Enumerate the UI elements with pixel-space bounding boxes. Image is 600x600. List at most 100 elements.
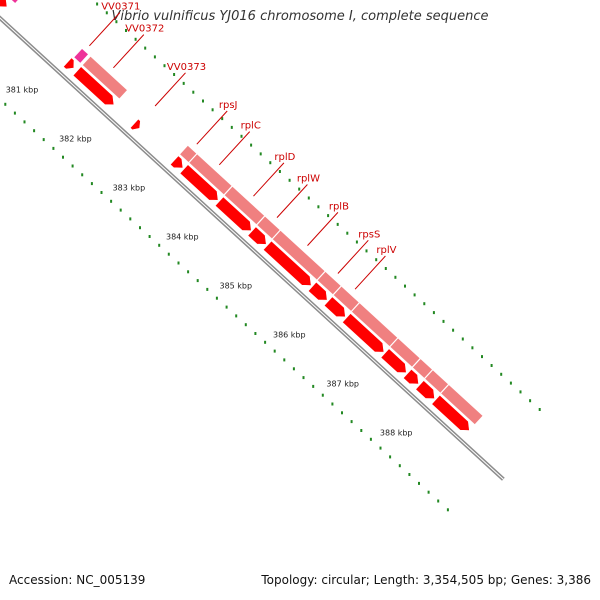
gc-skew-outer-mark xyxy=(336,222,339,226)
gc-skew-outer-mark xyxy=(288,178,291,182)
gene-separator xyxy=(188,153,198,164)
gc-skew-outer-mark xyxy=(250,143,253,147)
gc-skew-outer-mark xyxy=(221,117,224,121)
gc-skew-outer-mark xyxy=(230,125,233,129)
gc-skew-inner-mark xyxy=(408,473,411,476)
gc-skew-inner-mark xyxy=(13,111,16,115)
gc-skew-outer-mark xyxy=(211,108,214,112)
gc-skew-outer-mark xyxy=(538,408,541,411)
tick-label: 387 kbp xyxy=(326,379,359,388)
gc-skew-inner-mark xyxy=(167,252,170,256)
gc-skew-outer-mark xyxy=(278,170,281,173)
gc-skew-outer-mark xyxy=(394,275,397,279)
cds-vv0371 xyxy=(62,57,75,70)
gc-skew-track xyxy=(4,2,541,512)
cds-rpsJ xyxy=(169,155,184,169)
gc-skew-inner-mark xyxy=(33,129,36,133)
gene-label-leader xyxy=(113,34,145,69)
gc-skew-inner-mark xyxy=(398,464,401,468)
gene-label-rplW: rplW xyxy=(297,174,320,185)
tick-label: 385 kbp xyxy=(219,281,252,290)
tick-label: 388 kbp xyxy=(380,428,413,437)
gc-skew-outer-mark xyxy=(500,372,503,376)
gene-label-rplV: rplV xyxy=(376,245,396,256)
map-title: Vibrio vulnificus YJ016 chromosome I, co… xyxy=(111,9,489,24)
gene-separator xyxy=(424,369,434,379)
gene-label-rplB: rplB xyxy=(329,201,349,212)
gene-label-rplD: rplD xyxy=(274,152,295,163)
gc-skew-outer-mark xyxy=(365,249,368,253)
other-feature-vv0372 xyxy=(73,48,89,64)
gc-skew-inner-mark xyxy=(177,261,180,265)
gc-skew-outer-mark xyxy=(307,196,310,200)
gene-separator xyxy=(350,302,360,312)
gc-skew-inner-mark xyxy=(23,120,26,124)
gc-skew-inner-mark xyxy=(264,340,267,344)
tick-label: 384 kbp xyxy=(166,232,199,241)
gene-separator xyxy=(316,270,326,281)
gc-skew-outer-mark xyxy=(144,46,147,50)
gc-skew-outer-mark xyxy=(317,205,320,209)
gc-skew-outer-mark xyxy=(384,267,387,270)
summary-text: Topology: circular; Length: 3,354,505 bp… xyxy=(261,573,591,587)
gc-skew-outer-mark xyxy=(202,99,204,103)
cds-vv0373 xyxy=(129,118,141,131)
gc-skew-outer-mark xyxy=(346,231,349,235)
gc-skew-outer-mark xyxy=(96,2,99,6)
gene-label-leader xyxy=(276,184,308,218)
gene-label-VV0373: VV0373 xyxy=(167,62,206,73)
cds-next xyxy=(431,394,470,431)
gc-skew-inner-mark xyxy=(446,508,449,512)
gc-skew-inner-mark xyxy=(158,243,161,247)
gc-skew-outer-mark xyxy=(269,161,272,165)
tick-track: 381 kbp 382 kbp 383 kbp 384 kbp 385 kbp 386 k… xyxy=(6,86,413,438)
gene-label-VV0372: VV0372 xyxy=(125,24,164,35)
gene-s10-operon xyxy=(179,144,484,426)
gc-skew-inner-mark xyxy=(389,455,392,459)
gc-skew-inner-mark xyxy=(292,367,295,371)
cds-rplW xyxy=(247,226,267,245)
gc-skew-inner-mark xyxy=(427,490,430,494)
gc-skew-inner-mark xyxy=(110,199,113,203)
cds-rpmC xyxy=(402,368,419,385)
gc-skew-outer-mark xyxy=(404,284,406,288)
gc-skew-outer-mark xyxy=(529,399,532,403)
gc-skew-inner-mark xyxy=(52,146,55,150)
gc-skew-inner-mark xyxy=(139,226,141,230)
gc-skew-inner-mark xyxy=(4,102,7,106)
gc-skew-outer-mark xyxy=(461,337,464,341)
gene-label-leader xyxy=(253,162,285,197)
gene-label-leader xyxy=(154,72,186,107)
gc-skew-outer-mark xyxy=(173,73,176,76)
gc-skew-inner-mark xyxy=(302,376,305,380)
gc-skew-outer-mark xyxy=(192,90,195,94)
gc-skew-inner-mark xyxy=(244,323,247,327)
backbone-highlight xyxy=(0,0,503,479)
gc-skew-inner-mark xyxy=(62,155,64,159)
gc-skew-outer-mark xyxy=(452,328,455,332)
gc-skew-outer-mark xyxy=(115,20,118,24)
feature-track xyxy=(0,0,484,431)
gc-skew-inner-mark xyxy=(215,296,218,300)
gene-label-leader xyxy=(196,110,228,145)
gene-separator xyxy=(332,285,342,296)
gc-skew-inner-mark xyxy=(129,217,132,221)
gc-skew-inner-mark xyxy=(187,270,190,274)
gc-skew-inner-mark xyxy=(331,402,334,406)
tick-label: 386 kbp xyxy=(273,330,306,339)
cds-left xyxy=(0,0,8,8)
gc-skew-inner-mark xyxy=(360,429,363,432)
gc-skew-inner-mark xyxy=(42,138,45,142)
gene-separator xyxy=(411,358,421,368)
accession-text: Accession: NC_005139 xyxy=(9,573,146,587)
gc-skew-inner-mark xyxy=(369,437,372,441)
gc-skew-outer-mark xyxy=(481,355,483,359)
cds-rplC xyxy=(179,164,219,201)
cds-rplP xyxy=(380,348,407,374)
gc-skew-outer-mark xyxy=(134,37,137,41)
gc-skew-outer-mark xyxy=(519,390,522,394)
gc-skew-outer-mark xyxy=(471,346,474,350)
gc-skew-inner-mark xyxy=(437,499,440,503)
